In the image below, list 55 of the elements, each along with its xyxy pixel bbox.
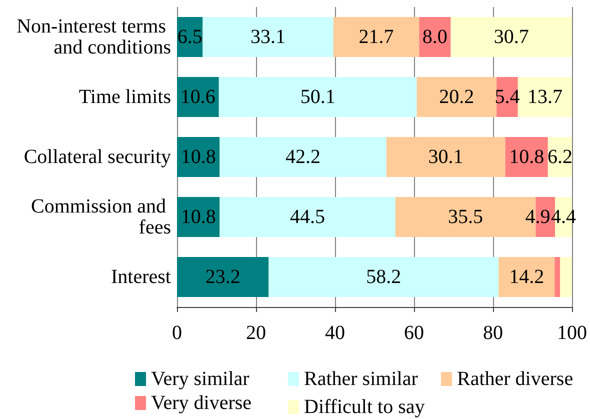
y-tick-label: Collateral security: [24, 146, 171, 168]
data-label: 10.8: [180, 146, 216, 168]
legend-label: Rather diverse: [457, 368, 574, 390]
data-label: 20.2: [439, 86, 474, 108]
bar: [268, 256, 499, 298]
data-label: 35.5: [448, 206, 484, 228]
bar: [554, 256, 560, 298]
data-label: 6.5: [177, 26, 202, 48]
legend-label: Difficult to say: [304, 396, 425, 418]
x-tick-label: 20: [246, 322, 266, 344]
x-tick-label: 0: [172, 322, 182, 344]
x-tick-label: 60: [404, 322, 424, 344]
bar: [560, 256, 572, 298]
data-label: 44.5: [290, 206, 326, 228]
data-label: 5.4: [494, 86, 520, 108]
bar: [386, 136, 506, 178]
bar: [218, 76, 417, 118]
legend-label: Very similar: [151, 368, 250, 390]
data-label: 30.7: [494, 26, 529, 48]
data-label: 4.9: [525, 206, 550, 228]
bar: [416, 76, 497, 118]
data-label: 50.1: [300, 86, 336, 108]
data-label: 6.2: [547, 146, 572, 168]
data-label: 21.7: [358, 26, 394, 48]
bar: [518, 76, 572, 118]
data-label: 58.2: [366, 266, 402, 288]
data-label: 10.8: [180, 206, 216, 228]
data-label: 42.2: [286, 146, 321, 168]
y-tick-label: Time limits: [78, 86, 172, 108]
bar: [333, 16, 420, 58]
bar: [505, 136, 548, 178]
bar: [202, 16, 334, 58]
data-label: 14.2: [509, 266, 544, 288]
data-label: 4.4: [551, 206, 576, 228]
data-label: 10.6: [180, 86, 216, 108]
data-label: 10.8: [509, 146, 544, 168]
bar: [220, 136, 386, 178]
y-tick-label: Non-interest terms and conditions: [16, 16, 172, 58]
bar: [177, 76, 219, 118]
x-tick-label: 80: [483, 322, 503, 344]
bar: [220, 196, 396, 238]
y-tick-label: Interest: [111, 266, 172, 288]
data-label: 23.2: [205, 266, 240, 288]
data-label: 30.1: [428, 146, 464, 168]
x-tick-label: 40: [325, 322, 345, 344]
data-label: 33.1: [250, 26, 286, 48]
x-tick-label: 100: [557, 322, 587, 344]
bar: [450, 16, 572, 58]
bar: [498, 256, 555, 298]
y-tick-label: Commission and fees: [30, 196, 172, 238]
bar: [177, 256, 269, 298]
legend-label: Rather similar: [304, 368, 418, 390]
data-label: 13.7: [527, 86, 562, 108]
legend-label: Very diverse: [151, 392, 252, 414]
data-label: 8.0: [422, 26, 448, 48]
